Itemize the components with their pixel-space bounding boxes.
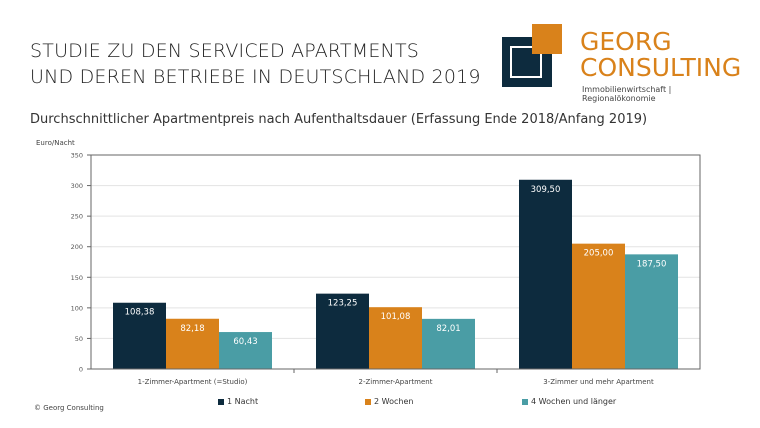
bar-3-2 [422, 318, 475, 369]
data-label: 187,50 [637, 259, 667, 269]
legend-label: 4 Wochen und länger [531, 397, 617, 406]
page-title: STUDIE ZU DEN SERVICED APARTMENTS UND DE… [30, 38, 481, 90]
data-label: 108,38 [125, 308, 155, 318]
bar-2-2 [369, 307, 422, 369]
y-tick-label: 0 [79, 366, 83, 374]
copyright: © Georg Consulting [34, 404, 104, 412]
legend-swatch [218, 398, 224, 405]
data-label: 205,00 [584, 249, 614, 259]
legend-item: 2 Wochen [365, 397, 413, 406]
legend-item: 4 Wochen und länger [522, 397, 616, 406]
bar-2-1 [166, 318, 219, 369]
data-label: 309,50 [531, 185, 561, 195]
data-label: 82,01 [436, 324, 460, 334]
x-tick-label: 3-Zimmer und mehr Apartment [543, 378, 654, 386]
x-tick-label: 2-Zimmer-Apartment [359, 378, 433, 386]
y-tick-label: 250 [71, 213, 83, 221]
y-tick-label: 50 [75, 335, 83, 343]
x-tick-label: 1-Zimmer-Apartment (=Studio) [138, 378, 248, 386]
legend-swatch [522, 398, 528, 405]
data-label: 60,43 [233, 337, 257, 347]
georg-consulting-logo: GEORG CONSULTING Immobilienwirtschaft | … [502, 24, 742, 104]
legend-label: 1 Nacht [227, 397, 259, 406]
logo-orange-square [532, 24, 562, 54]
logo-text-georg: GEORG [580, 27, 672, 56]
y-tick-label: 300 [71, 182, 83, 190]
data-label: 101,08 [381, 312, 411, 322]
logo-tagline: Immobilienwirtschaft | Regionalökonomie [582, 85, 672, 103]
y-tick-label: 150 [71, 274, 83, 282]
y-axis-label: Euro/Nacht [36, 139, 75, 147]
y-tick-label: 100 [71, 304, 83, 312]
chart-subtitle: Durchschnittlicher Apartmentpreis nach A… [30, 112, 648, 127]
bar-2-3 [572, 243, 625, 369]
y-tick-label: 200 [71, 243, 83, 251]
legend-label: 2 Wochen [374, 397, 414, 406]
legend-swatch [365, 398, 371, 405]
data-label: 123,25 [328, 299, 358, 309]
data-label: 82,18 [180, 324, 204, 334]
bar-1-3 [519, 179, 572, 369]
legend-item: 1 Nacht [218, 397, 258, 406]
title-line-2: UND DEREN BETRIEBE IN DEUTSCHLAND 2019 [30, 66, 481, 88]
bar-3-3 [625, 254, 678, 369]
bar-3-1 [219, 332, 272, 369]
y-tick-label: 350 [71, 152, 83, 160]
bar-1-2 [316, 293, 369, 369]
bar-1-1 [113, 302, 166, 369]
logo-text-consulting: CONSULTING [580, 53, 742, 82]
title-line-1: STUDIE ZU DEN SERVICED APARTMENTS [30, 40, 420, 62]
